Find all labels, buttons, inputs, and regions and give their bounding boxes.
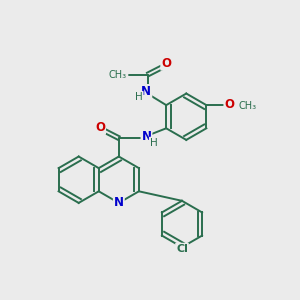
Text: Cl: Cl: [176, 244, 188, 254]
Text: CH₃: CH₃: [109, 70, 127, 80]
Text: N: N: [142, 130, 152, 143]
Text: H: H: [135, 92, 143, 102]
Text: CH₃: CH₃: [238, 101, 256, 111]
Text: O: O: [161, 57, 171, 70]
Text: N: N: [114, 196, 124, 209]
Text: O: O: [95, 121, 105, 134]
Text: O: O: [225, 98, 235, 111]
Text: N: N: [141, 85, 151, 98]
Text: H: H: [150, 138, 158, 148]
